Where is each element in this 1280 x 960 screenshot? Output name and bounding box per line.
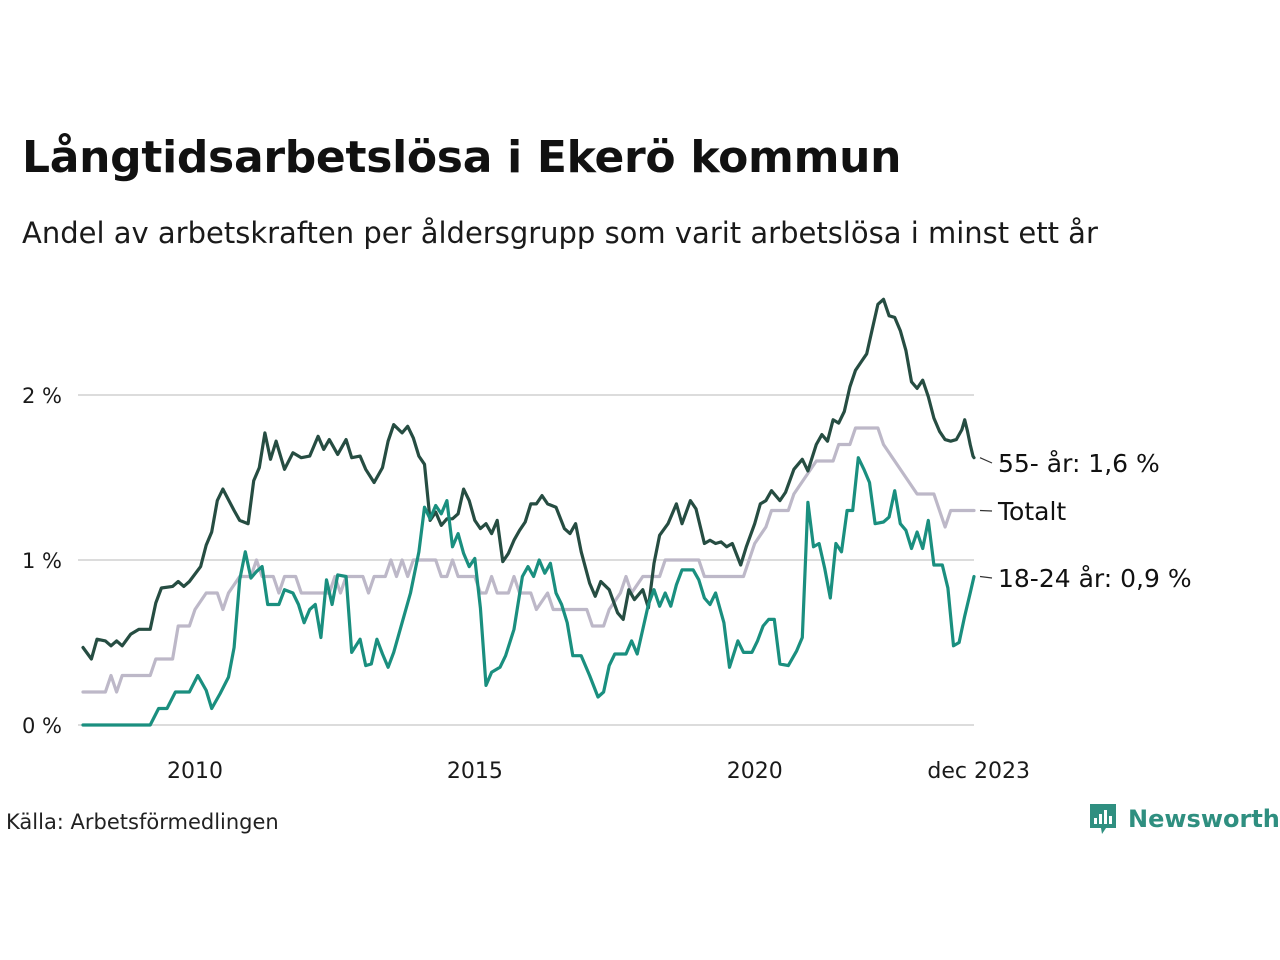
chart-title: Långtidsarbetslösa i Ekerö kommun (22, 132, 902, 183)
label-leader-line (979, 509, 993, 512)
series-line-totalt (81, 426, 976, 694)
x-tick-label: dec 2023 (927, 759, 1030, 784)
label-leader-line (979, 457, 993, 464)
source-note: Källa: Arbetsförmedlingen (6, 810, 279, 834)
y-axis-labels: 0 % 1 % 2 % (22, 384, 62, 738)
series-end-labels: Totalt 55- år: 1,6 % 18-24 år: 0,9 % (979, 449, 1192, 593)
y-tick-label: 2 % (22, 384, 62, 408)
series-line-18-24-r (81, 456, 976, 727)
x-tick-label: 2015 (447, 759, 503, 784)
newsworthy-logo-icon (1090, 804, 1116, 834)
y-tick-label: 1 % (22, 549, 62, 573)
x-tick-label: 2020 (727, 759, 783, 784)
brand-logo: Newsworthy (1088, 802, 1280, 836)
gridlines (78, 394, 974, 726)
y-tick-label: 0 % (22, 714, 62, 738)
series-lines (81, 297, 976, 727)
chart-subtitle: Andel av arbetskraften per åldersgrupp s… (22, 216, 1098, 250)
label-leader-line (979, 575, 993, 579)
brand-name: Newsworthy (1128, 805, 1280, 833)
series-end-label: Totalt (997, 497, 1066, 526)
x-tick-label: 2010 (167, 759, 223, 784)
series-line-55-r (81, 297, 976, 661)
series-end-label: 55- år: 1,6 % (998, 449, 1160, 478)
x-axis-labels: 2010 2015 2020 dec 2023 (167, 759, 1030, 784)
series-end-label: 18-24 år: 0,9 % (998, 564, 1192, 593)
